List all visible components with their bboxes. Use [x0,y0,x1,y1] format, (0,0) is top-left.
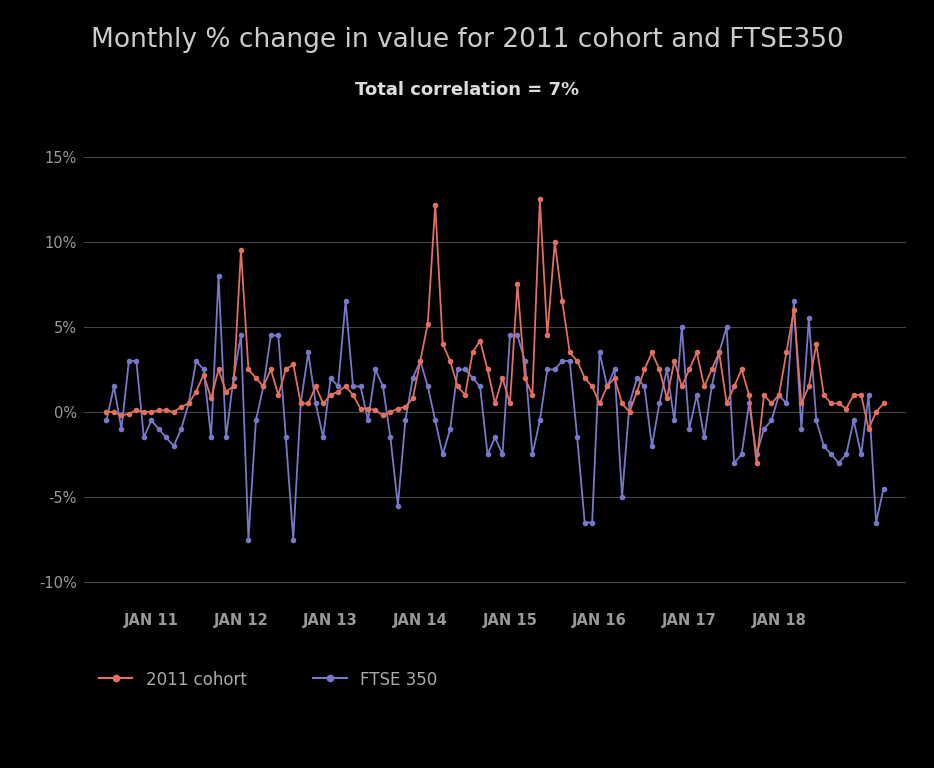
Legend: 2011 cohort, FTSE 350: 2011 cohort, FTSE 350 [92,664,444,696]
Text: Total correlation = 7%: Total correlation = 7% [355,81,579,98]
Text: Monthly % change in value for 2011 cohort and FTSE350: Monthly % change in value for 2011 cohor… [91,27,843,53]
